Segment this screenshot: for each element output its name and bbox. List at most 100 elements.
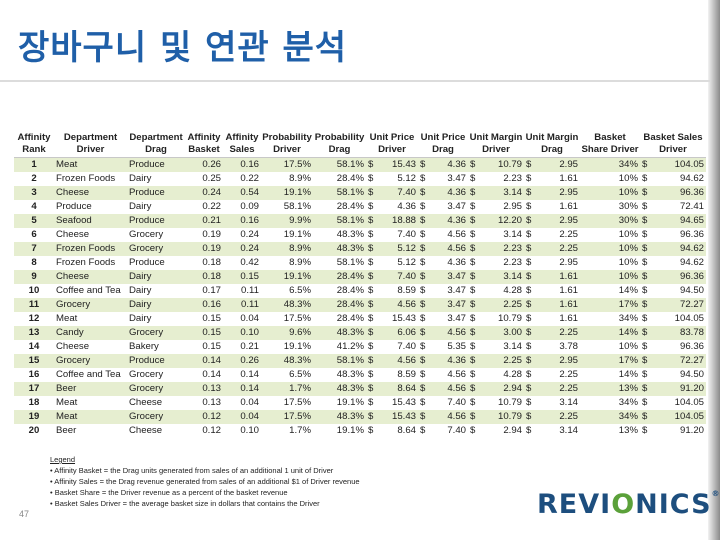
table-cell: Coffee and Tea (54, 284, 127, 298)
legend-item: • Basket Share = the Driver revenue as a… (50, 488, 288, 497)
currency-value: 4.36 (447, 355, 466, 366)
currency-symbol: $ (526, 383, 532, 394)
currency-symbol: $ (526, 243, 532, 254)
currency-value: 104.05 (674, 397, 704, 408)
table-cell: $3.14 (524, 396, 580, 410)
currency-symbol: $ (470, 187, 476, 198)
table-cell: 28.4% (313, 200, 366, 214)
table-cell: Grocery (127, 368, 185, 382)
table-row: 15 Grocery Produce 0.14 0.26 48.3% 58.1% $4.56 $… (14, 354, 706, 368)
table-cell: 15 (14, 354, 54, 368)
currency-value: 6.06 (397, 327, 416, 338)
table-cell: 19.1% (261, 228, 313, 242)
currency-value: 94.62 (679, 257, 704, 268)
table-cell: $10.79 (468, 312, 524, 326)
table-cell: 0.14 (223, 368, 261, 382)
table-row: 11 Grocery Dairy 0.16 0.11 48.3% 28.4% $4.56 $3.… (14, 298, 706, 312)
table-cell: 19.1% (313, 396, 366, 410)
table-cell: Beer (54, 424, 127, 438)
table-cell: 1 (14, 157, 54, 172)
table-cell: Meat (54, 410, 127, 424)
currency-symbol: $ (420, 341, 426, 352)
currency-symbol: $ (470, 341, 476, 352)
currency-symbol: $ (642, 355, 648, 366)
currency-value: 4.36 (447, 215, 466, 226)
table-cell: 10% (580, 172, 640, 186)
currency-value: 5.35 (447, 341, 466, 352)
table-cell: $3.47 (418, 312, 468, 326)
table-cell: 58.1% (313, 186, 366, 200)
table-cell: Cheese (54, 228, 127, 242)
table-cell: Meat (54, 312, 127, 326)
table-cell: 19.1% (261, 186, 313, 200)
table-cell: 0.04 (223, 410, 261, 424)
table-cell: 0.10 (223, 326, 261, 340)
table-cell: $2.23 (468, 172, 524, 186)
table-cell: Cheese (127, 424, 185, 438)
currency-value: 4.56 (447, 243, 466, 254)
table-cell: 0.21 (223, 340, 261, 354)
currency-symbol: $ (470, 299, 476, 310)
currency-symbol: $ (368, 369, 374, 380)
currency-symbol: $ (642, 397, 648, 408)
table-cell: $4.36 (366, 200, 418, 214)
currency-value: 7.40 (447, 397, 466, 408)
currency-symbol: $ (368, 173, 374, 184)
table-row: 3 Cheese Produce 0.24 0.54 19.1% 58.1% $7.40 $4.… (14, 186, 706, 200)
legend-item: • Basket Sales Driver = the average bask… (50, 499, 320, 508)
table-cell: $7.40 (366, 228, 418, 242)
table-cell: 16 (14, 368, 54, 382)
table-cell: 12 (14, 312, 54, 326)
table-cell: 58.1% (261, 200, 313, 214)
column-header: Basket Sales Driver (640, 130, 706, 158)
table-cell: 48.3% (313, 228, 366, 242)
table-cell: 0.12 (185, 424, 223, 438)
currency-value: 3.47 (447, 285, 466, 296)
currency-symbol: $ (642, 285, 648, 296)
currency-value: 104.05 (674, 313, 704, 324)
table-cell: Produce (127, 186, 185, 200)
table-cell: Grocery (127, 228, 185, 242)
table-cell: 1.7% (261, 424, 313, 438)
table-cell: 0.54 (223, 186, 261, 200)
table-cell: Beer (54, 382, 127, 396)
logo-text-o: O (611, 489, 636, 520)
currency-symbol: $ (470, 285, 476, 296)
table-cell: $5.12 (366, 256, 418, 270)
table-cell: Meat (54, 157, 127, 172)
table-cell: 0.18 (185, 270, 223, 284)
currency-value: 2.23 (503, 243, 522, 254)
table-cell: Candy (54, 326, 127, 340)
table-row: 6 Cheese Grocery 0.19 0.24 19.1% 48.3% $7.40 $4.… (14, 228, 706, 242)
table-cell: 10% (580, 270, 640, 284)
currency-symbol: $ (526, 341, 532, 352)
currency-symbol: $ (470, 173, 476, 184)
legend-title: Legend (50, 455, 76, 464)
table-cell: $1.61 (524, 172, 580, 186)
currency-value: 2.25 (559, 243, 578, 254)
revionics-logo: REVIONICS® (537, 489, 720, 520)
table-cell: $3.14 (468, 186, 524, 200)
table-cell: $2.23 (468, 256, 524, 270)
table-cell: $3.14 (468, 340, 524, 354)
currency-value: 2.25 (559, 411, 578, 422)
table-cell: $3.78 (524, 340, 580, 354)
currency-value: 8.59 (397, 369, 416, 380)
currency-symbol: $ (526, 327, 532, 338)
currency-symbol: $ (368, 229, 374, 240)
table-cell: $2.25 (524, 242, 580, 256)
currency-value: 2.25 (503, 299, 522, 310)
currency-symbol: $ (642, 411, 648, 422)
table-cell: Dairy (127, 298, 185, 312)
table-cell: $3.14 (468, 270, 524, 284)
currency-value: 3.47 (447, 201, 466, 212)
table-cell: $2.25 (524, 382, 580, 396)
currency-value: 7.40 (447, 425, 466, 436)
currency-symbol: $ (368, 187, 374, 198)
currency-value: 83.78 (679, 327, 704, 338)
currency-symbol: $ (368, 397, 374, 408)
currency-symbol: $ (642, 425, 648, 436)
currency-symbol: $ (642, 229, 648, 240)
table-cell: 58.1% (313, 157, 366, 172)
table-cell: 0.16 (223, 157, 261, 172)
